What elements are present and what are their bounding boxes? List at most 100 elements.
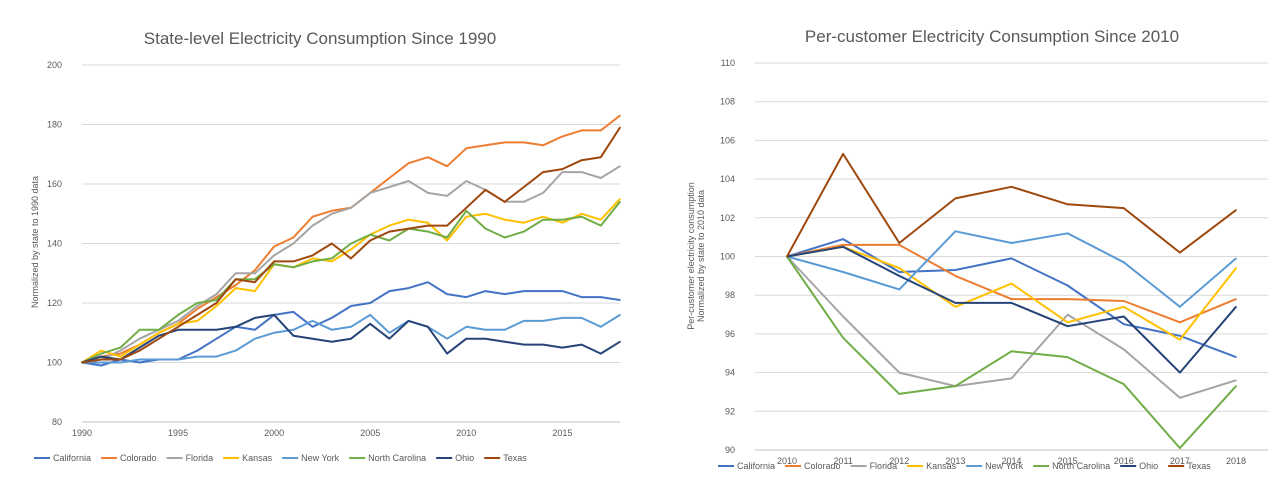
chart-panel-state-level: State-level Electricity Consumption Sinc… [0, 0, 640, 478]
data-point-florida-2007 [407, 180, 410, 182]
data-point-kansas-2003 [330, 260, 333, 263]
data-point-kansas-2008 [427, 221, 429, 224]
data-point-new-york-2011 [842, 271, 844, 273]
data-point-north-carolina-2016 [1122, 383, 1125, 386]
y-axis-label: Per-customer electricity consumptionNorm… [686, 182, 706, 330]
data-point-north-carolina-2000 [273, 263, 275, 266]
data-point-florida-2017 [1179, 396, 1181, 399]
series-line-texas [786, 152, 1237, 257]
data-point-ohio-2007 [407, 320, 410, 322]
data-point-texas-2015 [1066, 203, 1069, 206]
data-point-colorado-2011 [842, 244, 844, 246]
data-point-california-2010 [465, 296, 468, 298]
x-tick-label-2017: 2017 [1170, 456, 1190, 466]
data-point-new-york-2003 [330, 328, 333, 331]
data-point-kansas-2013 [523, 221, 525, 224]
data-point-texas-2018 [1235, 209, 1237, 211]
data-point-new-york-1997 [215, 355, 218, 358]
data-point-florida-2004 [350, 207, 352, 209]
data-point-colorado-1998 [234, 284, 237, 286]
legend-label-new-york: New York [985, 461, 1024, 471]
y-tick-label-110: 110 [721, 58, 735, 68]
data-point-california-1993 [138, 361, 141, 364]
data-point-florida-2009 [446, 195, 448, 197]
data-point-florida-1995 [177, 320, 179, 322]
x-tick-label-2013: 2013 [945, 456, 965, 466]
data-point-ohio-2006 [388, 337, 391, 340]
legend-label-colorado: Colorado [120, 453, 157, 463]
data-point-ohio-2003 [330, 340, 333, 343]
x-tick-label-2012: 2012 [889, 456, 909, 466]
data-point-ohio-1994 [158, 334, 160, 337]
data-point-new-york-2009 [446, 337, 448, 340]
data-point-north-carolina-2011 [484, 227, 487, 230]
data-point-kansas-2006 [388, 224, 391, 227]
data-point-north-carolina-2010 [465, 209, 468, 212]
data-point-texas-2000 [273, 260, 275, 263]
data-point-texas-2017 [599, 156, 602, 159]
data-point-florida-1992 [119, 349, 122, 352]
y-tick-label-96: 96 [725, 329, 735, 339]
chart-title: Per-customer Electricity Consumption Sin… [805, 27, 1179, 46]
data-point-florida-2002 [311, 224, 314, 227]
data-point-texas-2005 [369, 239, 372, 242]
data-point-california-2007 [407, 287, 410, 289]
data-point-florida-1998 [234, 272, 237, 275]
data-point-florida-2016 [580, 171, 583, 173]
data-point-north-carolina-2004 [350, 242, 352, 245]
data-point-texas-2003 [330, 242, 333, 245]
data-point-california-2003 [330, 317, 333, 319]
data-point-kansas-1991 [100, 349, 103, 352]
data-point-kansas-1998 [234, 287, 237, 289]
y-tick-label-92: 92 [725, 406, 735, 416]
chart-title: State-level Electricity Consumption Sinc… [144, 29, 496, 48]
data-point-north-carolina-2013 [523, 230, 525, 233]
data-point-california-2002 [311, 326, 314, 328]
y-axis-label-line: Normalized by state to 1990 data [30, 176, 40, 308]
data-point-texas-2001 [292, 260, 295, 263]
data-point-florida-2018 [619, 165, 621, 167]
data-point-new-york-2006 [388, 331, 391, 334]
data-point-ohio-2004 [350, 337, 352, 340]
data-point-california-2014 [542, 290, 544, 292]
data-point-north-carolina-1999 [254, 278, 256, 281]
y-tick-label-102: 102 [720, 213, 735, 223]
data-point-new-york-2012 [898, 288, 901, 291]
data-point-colorado-1992 [119, 352, 122, 355]
data-point-kansas-2016 [580, 212, 583, 215]
data-point-texas-2017 [1179, 251, 1181, 254]
data-point-colorado-2013 [523, 141, 525, 144]
data-point-ohio-2013 [523, 343, 525, 346]
data-point-new-york-2010 [465, 326, 468, 328]
data-point-colorado-2008 [427, 156, 429, 159]
data-point-ohio-1995 [177, 328, 179, 331]
data-point-texas-1993 [138, 349, 141, 352]
data-point-new-york-2014 [1010, 242, 1013, 244]
data-point-ohio-2012 [503, 340, 506, 343]
data-point-kansas-2011 [484, 212, 487, 215]
data-point-ohio-1993 [138, 346, 141, 349]
data-point-new-york-2017 [1179, 306, 1181, 308]
data-point-california-2005 [369, 302, 372, 304]
data-point-north-carolina-2008 [427, 230, 429, 233]
data-point-ohio-2014 [1010, 302, 1013, 304]
series-line-florida [81, 165, 621, 364]
data-point-kansas-2018 [619, 198, 621, 200]
y-tick-label-120: 120 [47, 298, 62, 308]
data-point-colorado-2017 [599, 129, 602, 132]
data-point-texas-2010 [786, 255, 788, 258]
data-point-new-york-1998 [234, 349, 237, 352]
legend-label-texas: Texas [1187, 461, 1211, 471]
data-point-california-2014 [1010, 257, 1013, 260]
data-point-kansas-2007 [407, 218, 410, 221]
series-line-ohio [786, 245, 1237, 374]
data-point-colorado-2012 [898, 244, 901, 246]
data-point-texas-2011 [484, 189, 487, 191]
data-point-ohio-2013 [954, 302, 957, 304]
series-line-kansas [786, 245, 1237, 341]
legend-label-colorado: Colorado [804, 461, 841, 471]
data-point-new-york-2000 [273, 331, 275, 334]
data-point-ohio-2017 [599, 352, 602, 355]
data-point-texas-2018 [619, 126, 621, 129]
data-point-colorado-2013 [954, 275, 957, 277]
